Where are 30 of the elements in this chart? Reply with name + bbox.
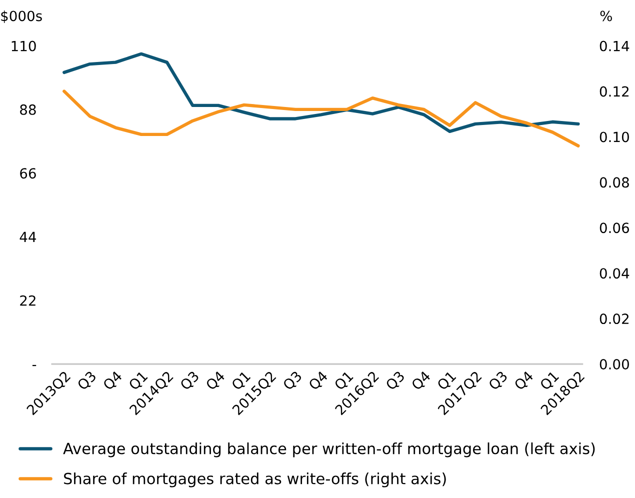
y2-tick-label: 0.12 [600,86,628,97]
x-tick-label: Q3 [385,370,406,392]
x-tick-label: Q3 [179,370,201,392]
y-axis-title: $000s [1,10,42,24]
y-tick-label: 88 [20,104,36,115]
x-tick-label: Q4 [410,370,432,392]
y2-tick-label: 0.10 [600,132,629,142]
y2-tick-label: 0.04 [600,268,630,279]
x-tick-label: Q3 [76,370,98,392]
line-series [62,52,580,134]
y2-axis-title: % [600,10,612,22]
x-tick-label: Q4 [205,370,227,392]
y2-tick-label: 0.14 [600,40,630,52]
line-series [62,90,580,148]
y-tick-label: 110 [12,40,36,52]
y-tick-label: 66 [20,168,36,179]
y2-tick-label: 0.06 [600,222,630,234]
y-tick-label: 22 [20,295,36,306]
x-tick-label: Q3 [282,370,304,392]
x-tick-label: Q4 [102,370,124,392]
y-tick-label: 44 [20,232,36,242]
y2-tick-label: 0.08 [600,177,629,188]
y-tick-label: - [32,364,36,366]
y2-tick-label: 0.02 [600,314,628,324]
y2-tick-label: 0.00 [600,359,629,370]
legend-label: Average outstanding balance per written-off mortgage loan (left axis) [63,442,595,458]
x-tick-label: Q3 [488,370,510,392]
x-tick-label: Q4 [514,370,535,392]
x-tick-label: Q4 [308,370,330,392]
legend-label: Share of mortgages rated as write-offs (right axis) [64,472,446,488]
